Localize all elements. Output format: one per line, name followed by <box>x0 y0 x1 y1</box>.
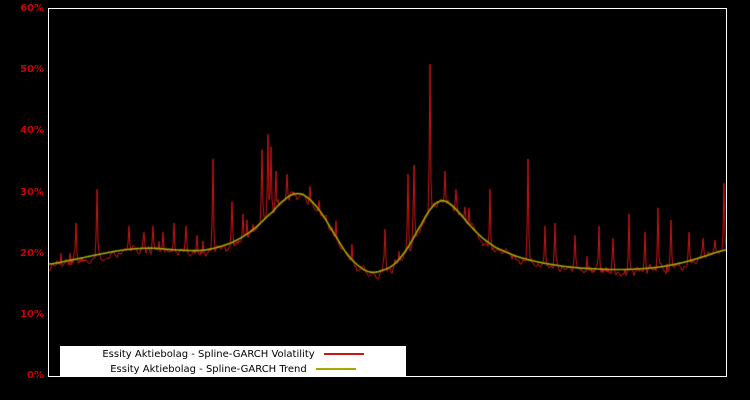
legend-label-trend: Essity Aktiebolag - Spline-GARCH Trend <box>110 363 307 375</box>
y-tick-label: 0% <box>27 370 44 381</box>
legend-row-volatility: Essity Aktiebolag - Spline-GARCH Volatil… <box>60 347 406 362</box>
y-tick-label: 20% <box>20 247 44 259</box>
plot-area: Essity Aktiebolag - Spline-GARCH Volatil… <box>48 8 727 377</box>
legend-row-trend: Essity Aktiebolag - Spline-GARCH Trend <box>60 362 406 377</box>
y-tick-label: 60% <box>20 3 44 14</box>
legend: Essity Aktiebolag - Spline-GARCH Volatil… <box>60 346 406 377</box>
y-axis-labels: 0% 10% 20% 30% 40% 50% 60% <box>0 0 44 400</box>
y-tick-label: 50% <box>20 64 44 76</box>
legend-label-volatility: Essity Aktiebolag - Spline-GARCH Volatil… <box>102 348 315 360</box>
y-tick-label: 10% <box>20 308 44 320</box>
chart-canvas <box>49 9 726 376</box>
y-tick-label: 40% <box>20 125 44 137</box>
legend-line-sample-volatility <box>323 353 364 355</box>
y-tick-label: 30% <box>20 186 44 198</box>
legend-line-sample-trend <box>315 368 356 370</box>
